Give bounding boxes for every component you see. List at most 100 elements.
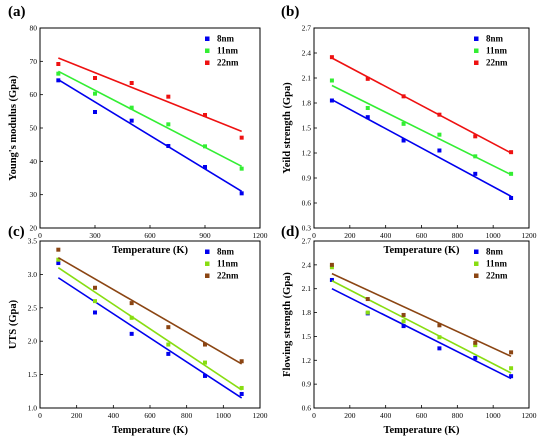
data-point (129, 315, 134, 320)
data-point (329, 265, 334, 270)
data-point (56, 62, 61, 66)
y-tick-label: 70 (30, 57, 38, 66)
y-tick-label: 1.2 (302, 149, 312, 158)
x-tick-label: 900 (199, 231, 211, 240)
chart-panel-a: (a) 0 300 600 900 1200 20 30 40 50 60 70 80 Temperatu… (8, 4, 268, 256)
legend-label: 11nm (217, 259, 239, 269)
x-tick-label: 1000 (486, 231, 501, 240)
y-tick-label: 30 (30, 190, 38, 199)
data-point (437, 323, 442, 328)
legend-label: 11nm (217, 46, 239, 56)
y-axis-label: UTS (Gpa) (8, 299, 19, 349)
data-point (401, 319, 406, 324)
y-tick-label: 2.7 (302, 24, 312, 33)
x-tick-label: 0 (312, 411, 316, 420)
series-22nm (56, 57, 244, 140)
data-point (239, 359, 244, 364)
data-point (166, 325, 171, 330)
series-11nm (329, 265, 514, 374)
data-point (93, 310, 97, 315)
data-point (473, 171, 478, 176)
y-axis-label: Young's modulus (Gpa) (8, 75, 19, 181)
legend: 8nm 11nm 22nm (205, 247, 239, 281)
data-point (473, 340, 478, 345)
y-tick-label: 1.5 (28, 370, 38, 379)
x-axis-label: Temperature (K) (383, 425, 460, 436)
legend-label: 8nm (217, 247, 235, 257)
data-point (401, 94, 406, 99)
y-tick-label: 1.2 (302, 356, 312, 365)
y-tick-label: 2.0 (28, 337, 38, 346)
y-tick-label: 40 (30, 157, 38, 166)
fit-line (57, 70, 243, 168)
x-tick-label: 400 (380, 231, 392, 240)
legend-marker (205, 60, 210, 65)
legend-label: 11nm (486, 46, 508, 56)
data-point (509, 350, 514, 355)
legend-label: 22nm (486, 271, 508, 281)
series-22nm (56, 247, 244, 365)
x-axis-label: Temperature (K) (383, 245, 460, 256)
series-8nm (56, 78, 244, 196)
fit-line (331, 272, 512, 358)
y-tick-label: 1.8 (302, 99, 312, 108)
data-point (509, 374, 514, 379)
data-point (93, 91, 97, 96)
data-point (93, 299, 97, 304)
data-point (509, 196, 514, 200)
data-point (93, 110, 97, 114)
data-point (56, 261, 61, 266)
data-point (129, 331, 134, 336)
series-22nm (329, 262, 514, 358)
y-tick-label: 2.5 (28, 303, 38, 312)
series-11nm (56, 70, 244, 171)
y-tick-label: 3.0 (28, 270, 38, 279)
y-tick-label: 1.0 (28, 404, 38, 413)
data-point (56, 78, 61, 83)
x-tick-label: 1200 (253, 231, 268, 240)
y-tick-label: 2.4 (302, 260, 312, 269)
fit-line (331, 287, 512, 380)
x-tick-label: 1200 (522, 411, 537, 420)
legend-marker (205, 249, 210, 254)
data-point (203, 144, 207, 149)
x-tick-label: 1000 (486, 411, 501, 420)
x-tick-label: 200 (344, 231, 356, 240)
x-tick-label: 1200 (522, 231, 537, 240)
data-point (166, 122, 171, 127)
panel-label: (b) (281, 4, 299, 20)
x-tick-label: 800 (181, 411, 193, 420)
y-axis-label: Yeild strength (Gpa) (282, 82, 293, 174)
y-tick-label: 2.1 (302, 74, 312, 83)
data-point (203, 113, 207, 117)
y-tick-label: 1.8 (302, 308, 312, 317)
panel-label: (c) (8, 224, 25, 240)
legend-marker (205, 261, 210, 266)
series-11nm (56, 257, 244, 391)
data-point (401, 312, 406, 317)
x-tick-label: 300 (89, 231, 101, 240)
data-point (509, 171, 514, 176)
fit-line (57, 257, 243, 365)
legend-label: 8nm (486, 247, 504, 257)
data-point (437, 112, 442, 117)
y-tick-label: 0.3 (302, 224, 312, 233)
data-point (166, 144, 171, 148)
fit-line (331, 280, 512, 374)
y-tick-label: 2.1 (302, 284, 312, 293)
x-tick-label: 1200 (253, 411, 268, 420)
y-tick-label: 0.9 (302, 380, 312, 389)
y-tick-label: 50 (30, 124, 38, 133)
data-point (93, 76, 97, 80)
x-axis-label: Temperature (K) (112, 425, 189, 436)
data-point (365, 310, 370, 315)
x-tick-label: 400 (108, 411, 120, 420)
data-point (329, 55, 334, 60)
data-point (203, 373, 207, 378)
data-point (129, 301, 134, 306)
data-point (239, 191, 244, 196)
x-tick-label: 600 (144, 411, 156, 420)
series-22nm (329, 55, 514, 155)
data-point (473, 154, 478, 159)
